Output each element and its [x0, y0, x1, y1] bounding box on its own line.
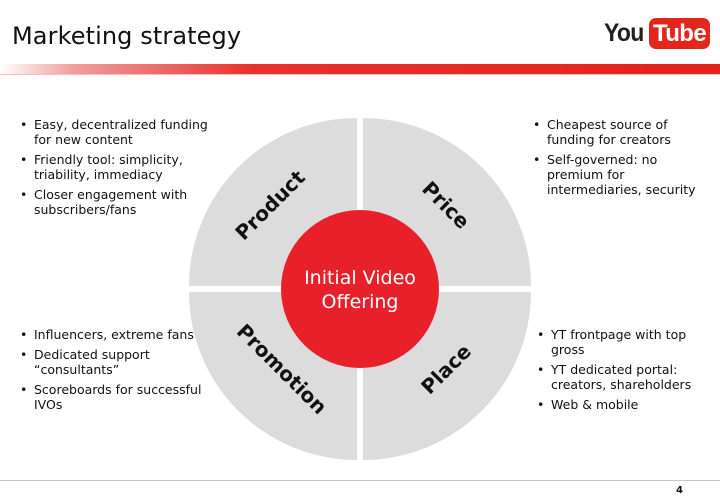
youtube-logo: You Tube: [604, 17, 711, 49]
place-bullet-list: YT frontpage with top gross YT dedicated…: [537, 327, 717, 417]
logo-tube-text: Tube: [648, 17, 711, 49]
center-title-line1: Initial Video: [304, 267, 416, 289]
logo-you-text: You: [604, 18, 644, 47]
header-red-bar: [0, 64, 720, 75]
list-item: Cheapest source of funding for creators: [533, 117, 713, 147]
list-item: Influencers, extreme fans: [20, 327, 210, 342]
marketing-mix-diagram: Initial Video Offering Product Price Pro…: [189, 118, 531, 460]
list-item: Self-governed: no premium for intermedia…: [533, 152, 713, 197]
center-circle: [281, 210, 439, 368]
product-bullet-list: Easy, decentralized funding for new cont…: [20, 117, 210, 222]
list-item: YT frontpage with top gross: [537, 327, 717, 357]
list-item: Friendly tool: simplicity, triability, i…: [20, 152, 210, 182]
list-item: Dedicated support “consultants”: [20, 347, 210, 377]
footer-divider: [0, 480, 720, 481]
list-item: Scoreboards for successful IVOs: [20, 382, 210, 412]
list-item: Closer engagement with subscribers/fans: [20, 187, 210, 217]
slide-title: Marketing strategy: [12, 22, 242, 50]
page-number: 4: [676, 485, 683, 496]
center-title-line2: Offering: [322, 291, 399, 313]
list-item: Easy, decentralized funding for new cont…: [20, 117, 210, 147]
list-item: Web & mobile: [537, 397, 717, 412]
list-item: YT dedicated portal: creators, sharehold…: [537, 362, 717, 392]
promotion-bullet-list: Influencers, extreme fans Dedicated supp…: [20, 327, 210, 417]
price-bullet-list: Cheapest source of funding for creators …: [533, 117, 713, 202]
